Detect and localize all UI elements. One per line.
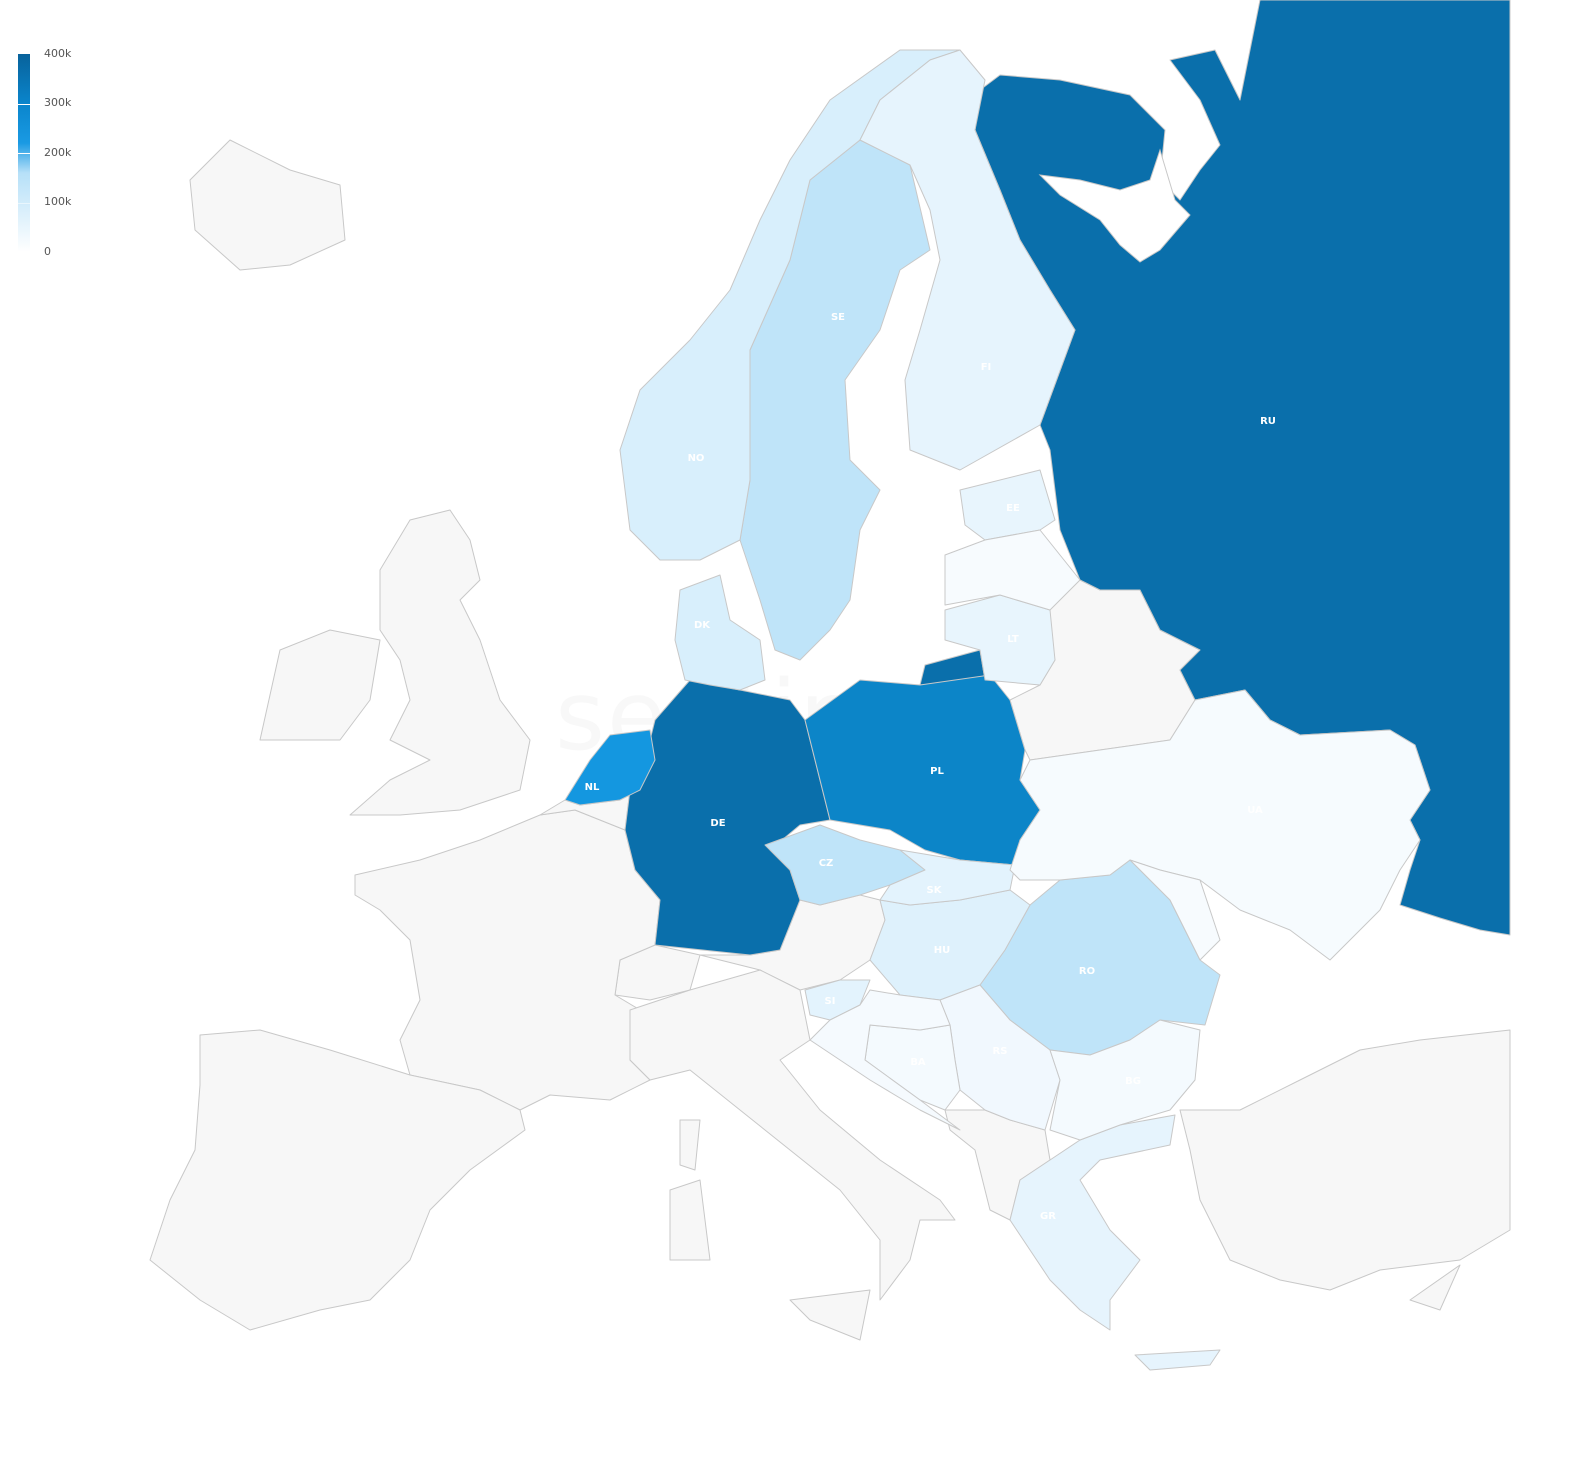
country-fi[interactable] <box>859 49 1076 471</box>
legend-tick-400k: 400k <box>44 47 72 60</box>
legend-tick-200k: 200k <box>44 146 72 159</box>
legend-tick-100k: 100k <box>44 195 72 208</box>
country-md[interactable] <box>1129 859 1221 961</box>
country-ua[interactable] <box>1009 689 1431 961</box>
legend-divider <box>18 203 30 204</box>
legend-divider <box>18 153 30 154</box>
country-bg[interactable] <box>1049 1019 1201 1141</box>
white-sea <box>1038 148 1191 263</box>
country-nodata-es[interactable] <box>149 1029 526 1331</box>
legend-tick-300k: 300k <box>44 96 72 109</box>
country-nodata-it[interactable] <box>629 969 956 1341</box>
country-nodata-is[interactable] <box>189 139 346 271</box>
country-nodata-ie[interactable] <box>259 629 381 741</box>
country-dk[interactable] <box>674 574 766 691</box>
country-ee[interactable] <box>959 469 1056 541</box>
legend-tick-0: 0 <box>44 245 51 258</box>
legend-divider <box>18 104 30 105</box>
country-hr[interactable] <box>809 989 961 1131</box>
country-nodata-tr[interactable] <box>1179 1029 1511 1311</box>
country-lv[interactable] <box>944 529 1081 611</box>
country-sk[interactable] <box>879 849 1016 906</box>
country-nl[interactable] <box>564 729 656 806</box>
country-nodata-gb[interactable] <box>349 509 531 816</box>
